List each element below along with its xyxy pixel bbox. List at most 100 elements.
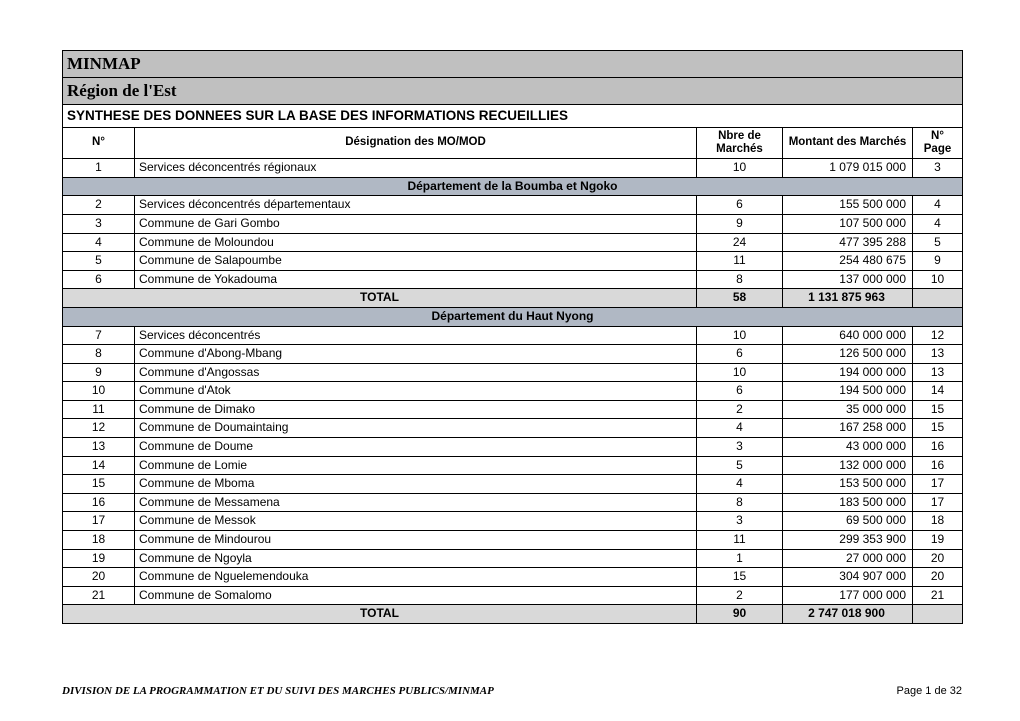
cell-page: 16 xyxy=(913,438,963,457)
cell-nbre: 4 xyxy=(697,475,783,494)
cell-num: 10 xyxy=(63,382,135,401)
cell-designation: Commune de Nguelemendouka xyxy=(135,568,697,587)
cell-nbre: 8 xyxy=(697,493,783,512)
cell-num: 17 xyxy=(63,512,135,531)
cell-nbre: 10 xyxy=(697,326,783,345)
cell-num: 8 xyxy=(63,345,135,364)
cell-nbre: 9 xyxy=(697,214,783,233)
footer-page-number: Page 1 de 32 xyxy=(897,685,962,697)
cell-nbre: 2 xyxy=(697,586,783,605)
cell-montant: 167 258 000 xyxy=(783,419,913,438)
cell-num: 13 xyxy=(63,438,135,457)
cell-page: 15 xyxy=(913,400,963,419)
cell-montant: 27 000 000 xyxy=(783,549,913,568)
cell-nbre: 11 xyxy=(697,252,783,271)
cell-montant: 69 500 000 xyxy=(783,512,913,531)
total-montant: 1 131 875 963 xyxy=(783,289,913,308)
cell-num: 4 xyxy=(63,233,135,252)
cell-page: 20 xyxy=(913,568,963,587)
cell-page: 15 xyxy=(913,419,963,438)
cell-num: 18 xyxy=(63,531,135,550)
cell-num: 15 xyxy=(63,475,135,494)
cell-designation: Commune d'Atok xyxy=(135,382,697,401)
cell-nbre: 10 xyxy=(697,159,783,178)
cell-designation: Commune de Messamena xyxy=(135,493,697,512)
cell-designation: Services déconcentrés départementaux xyxy=(135,196,697,215)
title-region: Région de l'Est xyxy=(63,78,963,105)
cell-nbre: 6 xyxy=(697,196,783,215)
cell-page: 9 xyxy=(913,252,963,271)
cell-nbre: 3 xyxy=(697,512,783,531)
footer-division: DIVISION DE LA PROGRAMMATION ET DU SUIVI… xyxy=(62,685,494,697)
cell-montant: 153 500 000 xyxy=(783,475,913,494)
cell-designation: Commune de Salapoumbe xyxy=(135,252,697,271)
cell-num: 21 xyxy=(63,586,135,605)
section-title: Département du Haut Nyong xyxy=(63,307,963,326)
cell-montant: 43 000 000 xyxy=(783,438,913,457)
cell-num: 3 xyxy=(63,214,135,233)
cell-page: 5 xyxy=(913,233,963,252)
cell-designation: Commune de Mboma xyxy=(135,475,697,494)
cell-page: 4 xyxy=(913,196,963,215)
cell-montant: 35 000 000 xyxy=(783,400,913,419)
cell-nbre: 11 xyxy=(697,531,783,550)
col-page: N° Page xyxy=(913,127,963,158)
cell-montant: 194 500 000 xyxy=(783,382,913,401)
cell-page: 20 xyxy=(913,549,963,568)
cell-designation: Commune de Yokadouma xyxy=(135,270,697,289)
cell-num: 1 xyxy=(63,159,135,178)
cell-montant: 126 500 000 xyxy=(783,345,913,364)
total-nbre: 90 xyxy=(697,605,783,624)
cell-page: 10 xyxy=(913,270,963,289)
cell-montant: 304 907 000 xyxy=(783,568,913,587)
total-page-blank xyxy=(913,605,963,624)
title-synth: SYNTHESE DES DONNEES SUR LA BASE DES INF… xyxy=(63,105,963,128)
cell-page: 3 xyxy=(913,159,963,178)
cell-num: 20 xyxy=(63,568,135,587)
cell-nbre: 1 xyxy=(697,549,783,568)
cell-page: 18 xyxy=(913,512,963,531)
cell-nbre: 4 xyxy=(697,419,783,438)
cell-num: 14 xyxy=(63,456,135,475)
cell-num: 9 xyxy=(63,363,135,382)
cell-num: 16 xyxy=(63,493,135,512)
cell-designation: Commune de Moloundou xyxy=(135,233,697,252)
cell-page: 13 xyxy=(913,345,963,364)
cell-montant: 183 500 000 xyxy=(783,493,913,512)
col-designation: Désignation des MO/MOD xyxy=(135,127,697,158)
cell-designation: Commune de Lomie xyxy=(135,456,697,475)
cell-nbre: 5 xyxy=(697,456,783,475)
cell-montant: 107 500 000 xyxy=(783,214,913,233)
cell-page: 19 xyxy=(913,531,963,550)
col-num: N° xyxy=(63,127,135,158)
page-footer: DIVISION DE LA PROGRAMMATION ET DU SUIVI… xyxy=(62,685,962,697)
main-table: MINMAPRégion de l'EstSYNTHESE DES DONNEE… xyxy=(62,50,963,624)
col-nbre: Nbre de Marchés xyxy=(697,127,783,158)
cell-num: 19 xyxy=(63,549,135,568)
cell-montant: 137 000 000 xyxy=(783,270,913,289)
cell-designation: Services déconcentrés xyxy=(135,326,697,345)
cell-page: 13 xyxy=(913,363,963,382)
cell-montant: 254 480 675 xyxy=(783,252,913,271)
cell-num: 12 xyxy=(63,419,135,438)
cell-num: 6 xyxy=(63,270,135,289)
cell-nbre: 6 xyxy=(697,345,783,364)
total-label: TOTAL xyxy=(63,289,697,308)
cell-page: 17 xyxy=(913,475,963,494)
cell-designation: Commune de Gari Gombo xyxy=(135,214,697,233)
cell-nbre: 10 xyxy=(697,363,783,382)
cell-num: 7 xyxy=(63,326,135,345)
cell-montant: 477 395 288 xyxy=(783,233,913,252)
cell-designation: Commune de Doumaintaing xyxy=(135,419,697,438)
cell-page: 21 xyxy=(913,586,963,605)
cell-designation: Commune de Ngoyla xyxy=(135,549,697,568)
cell-num: 5 xyxy=(63,252,135,271)
cell-nbre: 24 xyxy=(697,233,783,252)
cell-page: 17 xyxy=(913,493,963,512)
cell-page: 16 xyxy=(913,456,963,475)
cell-designation: Commune de Somalomo xyxy=(135,586,697,605)
cell-montant: 640 000 000 xyxy=(783,326,913,345)
cell-montant: 177 000 000 xyxy=(783,586,913,605)
col-montant: Montant des Marchés xyxy=(783,127,913,158)
cell-nbre: 15 xyxy=(697,568,783,587)
